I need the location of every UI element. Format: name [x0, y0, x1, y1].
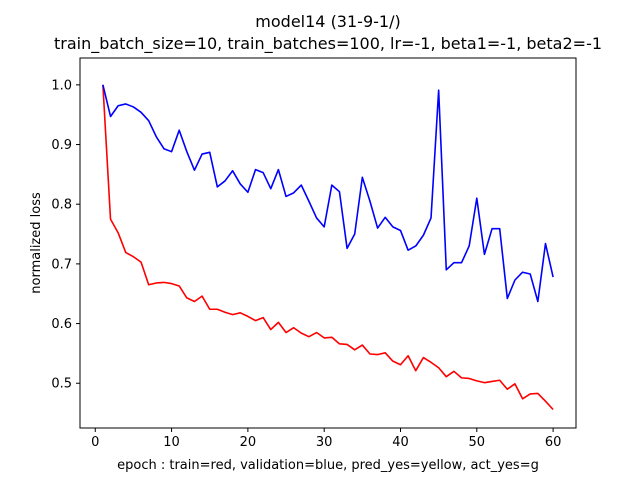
x-tick-label: 50: [469, 435, 486, 450]
y-tick-label: 0.9: [51, 138, 72, 153]
x-axis-ticks: 0 10 20 30 40 50 60: [91, 428, 561, 450]
y-tick-label: 1.0: [51, 78, 72, 93]
y-tick-label: 0.5: [51, 377, 72, 392]
validation-loss-line: [102, 84, 554, 303]
train-loss-line: [102, 84, 554, 411]
y-axis-label: normalized loss: [29, 192, 44, 294]
chart-title-line2: train_batch_size=10, train_batches=100, …: [54, 34, 602, 54]
x-tick-label: 20: [240, 435, 257, 450]
chart-title-line1: model14 (31-9-1/): [255, 12, 400, 31]
x-axis-label: epoch : train=red, validation=blue, pred…: [117, 458, 539, 473]
x-tick-label: 10: [163, 435, 180, 450]
x-tick-label: 60: [545, 435, 562, 450]
axes-frame: [79, 57, 577, 429]
y-tick-label: 0.8: [51, 198, 72, 213]
x-tick-label: 30: [316, 435, 333, 450]
x-tick-label: 0: [91, 435, 99, 450]
x-tick-label: 40: [392, 435, 409, 450]
y-tick-label: 0.6: [51, 317, 72, 332]
y-tick-label: 0.7: [51, 257, 72, 272]
plot-area: [102, 84, 554, 411]
y-axis-ticks: 0.5 0.6 0.7 0.8 0.9 1.0: [51, 78, 80, 392]
